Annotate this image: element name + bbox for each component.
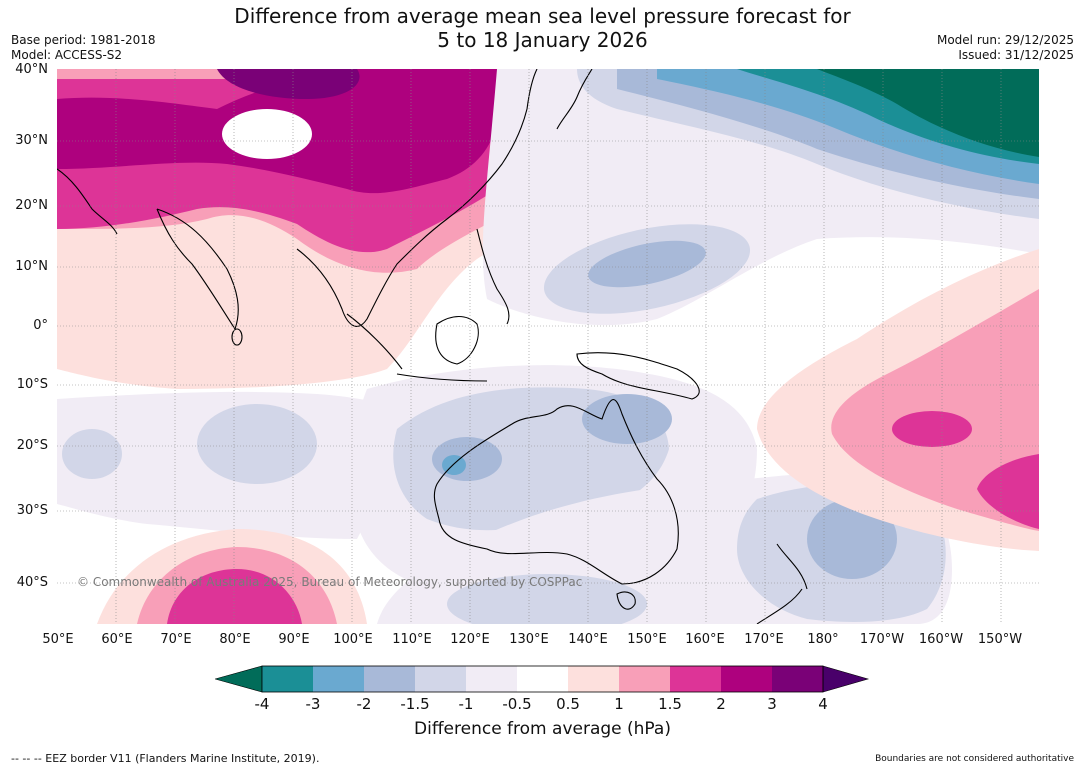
coastline-japan [556, 69, 593, 130]
title-line-2: 5 to 18 January 2026 [437, 28, 648, 52]
field-positive-max-asia [217, 69, 360, 99]
colorbar-label: Difference from average (hPa) [414, 719, 671, 739]
lon-label: 100°E [333, 632, 373, 647]
lon-label: 70°E [160, 632, 192, 647]
lon-label: 50°E [42, 632, 74, 647]
colorbar-segment [619, 666, 670, 692]
colorbar-over-triangle [822, 665, 870, 693]
lon-label: 140°E [568, 632, 608, 647]
coastline-arabia [57, 168, 118, 235]
boundaries-disclaimer: Boundaries are not considered authoritat… [875, 754, 1074, 764]
coastline-se-asia [296, 69, 538, 327]
colorbar-tick: -1.5 [400, 695, 430, 713]
colorbar-segment [517, 666, 568, 692]
lon-label: 130°E [509, 632, 549, 647]
lat-label: 20°S [16, 438, 48, 453]
lon-label: 160°E [685, 632, 725, 647]
colorbar-segment [670, 666, 721, 692]
colorbar-frame [261, 665, 824, 693]
lon-label: 180° [807, 632, 839, 647]
coastline-java [396, 373, 488, 382]
coastline-philippines [476, 228, 510, 325]
chart-title: Difference from average mean sea level p… [0, 4, 1085, 52]
coastline-sumatra [346, 313, 403, 370]
lat-label: 30°S [16, 503, 48, 518]
colorbar-segment [466, 666, 517, 692]
field-positive-strong-spac-2 [977, 454, 1039, 529]
lon-label: 110°E [392, 632, 432, 647]
colorbar-tick: 3 [767, 695, 777, 713]
lon-label: 150°W [977, 632, 1023, 647]
model-run: Model run: 29/12/2025 [936, 33, 1074, 47]
field-positive-strong-spac-1 [892, 411, 972, 447]
colorbar-segment [568, 666, 619, 692]
colorbar-segment [364, 666, 415, 692]
field-negative-medium-south-aus [447, 574, 647, 624]
colorbar-tick: 1 [614, 695, 624, 713]
colorbar-tick: -2 [356, 695, 372, 713]
meta-left: Base period: 1981-2018 Model: ACCESS-S2 [11, 33, 156, 63]
coastline-india [156, 208, 239, 331]
eez-border-note: -- -- -- EEZ border V11 (Flanders Marine… [11, 752, 320, 765]
coastlines [57, 69, 808, 624]
field-negative-weak-coral-sea [582, 394, 672, 444]
lat-label: 30°N [15, 133, 48, 148]
field-negative-sio-medium [197, 404, 317, 484]
colorbar-segment [415, 666, 466, 692]
lon-label: 170°W [859, 632, 905, 647]
issued-date: Issued: 31/12/2025 [958, 48, 1074, 62]
base-period: Base period: 1981-2018 [11, 33, 156, 47]
colorbar-tick: -3 [305, 695, 321, 713]
anomaly-fields [57, 69, 1039, 624]
field-positive-strong-swio [167, 569, 302, 624]
coastline-borneo [435, 315, 479, 365]
colorbar-under-triangle [215, 665, 263, 693]
lat-label: 10°N [15, 259, 48, 274]
field-negative-strong-wa [432, 437, 502, 481]
colorbar [215, 665, 870, 693]
lon-label: 160°W [918, 632, 964, 647]
copyright-notice: © Commonwealth of Australia 2025, Bureau… [77, 575, 583, 589]
colorbar-tick: -1 [458, 695, 474, 713]
field-negative-extreme-npac [817, 69, 1039, 157]
lon-label: 90°E [278, 632, 310, 647]
coastline-sri-lanka [231, 328, 243, 346]
colorbar-segment [721, 666, 772, 692]
lat-label: 0° [33, 318, 48, 333]
coastline-australia [433, 399, 679, 585]
colorbar-tick: -4 [254, 695, 270, 713]
colorbar-tick: 2 [716, 695, 726, 713]
coastline-tasmania [616, 591, 636, 610]
meta-right: Model run: 29/12/2025 Issued: 31/12/2025 [937, 33, 1074, 63]
colorbar-tick: 0.5 [556, 695, 580, 713]
lat-label: 40°S [16, 575, 48, 590]
field-negative-strong-tasman [807, 499, 897, 579]
field-positive-medium-spac [831, 289, 1039, 531]
gridlines [57, 69, 1039, 624]
colorbar-tick: 4 [818, 695, 828, 713]
field-negative-sio-west [62, 429, 122, 479]
himalaya-neutral [222, 109, 312, 159]
title-line-1: Difference from average mean sea level p… [234, 4, 851, 28]
lat-label: 10°S [16, 377, 48, 392]
colorbar-segment [313, 666, 364, 692]
lon-label: 80°E [219, 632, 251, 647]
colorbar-tick: -0.5 [502, 695, 532, 713]
lon-label: 150°E [627, 632, 667, 647]
lon-label: 170°E [744, 632, 784, 647]
lon-label: 120°E [450, 632, 490, 647]
colorbar-segments [215, 665, 870, 693]
colorbar-segment [772, 666, 823, 692]
colorbar-segment [262, 666, 313, 692]
colorbar-tick: 1.5 [658, 695, 682, 713]
coastline-new-zealand [756, 543, 808, 624]
lat-label: 20°N [15, 198, 48, 213]
lon-label: 60°E [101, 632, 133, 647]
map-panel [57, 69, 1039, 624]
model-name: Model: ACCESS-S2 [11, 48, 123, 62]
coastline-new-guinea [576, 352, 700, 400]
lat-label: 40°N [15, 62, 48, 77]
